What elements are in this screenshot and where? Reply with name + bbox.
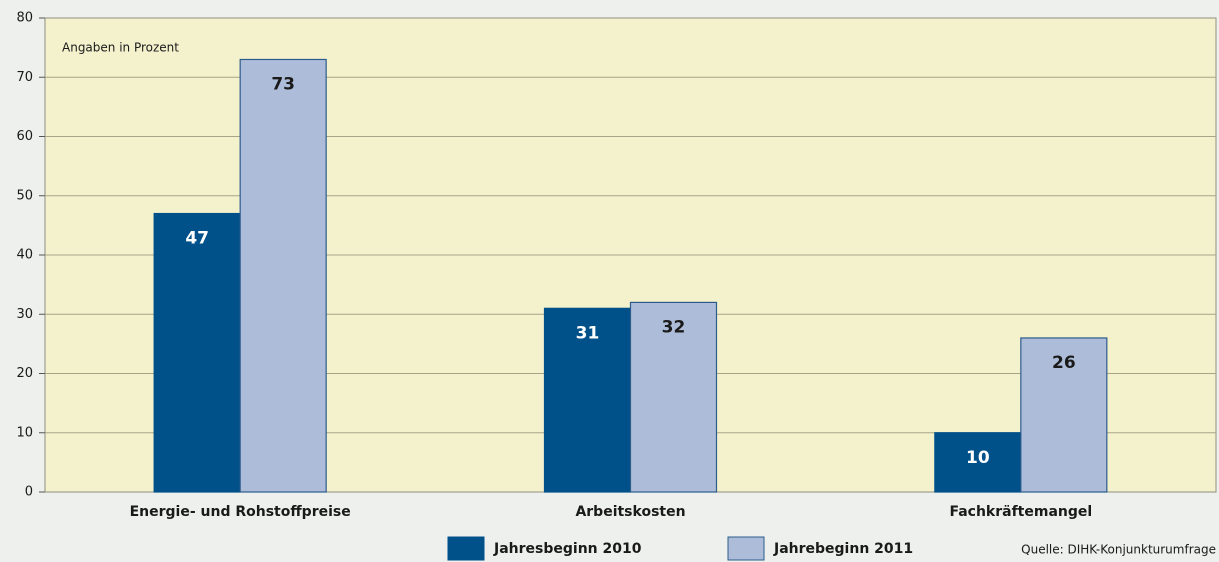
- bar: [1020, 337, 1108, 493]
- legend-swatch: [727, 536, 765, 561]
- bar: [153, 212, 241, 493]
- x-tick-label: Fachkräftemangel: [949, 504, 1092, 520]
- bar: [543, 307, 632, 493]
- y-tick-label: 20: [16, 366, 33, 381]
- y-tick-label: 50: [16, 188, 33, 203]
- value-label: 31: [576, 323, 600, 343]
- value-label: 47: [185, 229, 209, 249]
- y-tick-label: 10: [16, 425, 33, 440]
- source: Quelle: DIHK-Konjunkturumfrage: [1021, 543, 1216, 557]
- legend-swatch: [447, 536, 485, 561]
- x-tick-label: Arbeitskosten: [575, 504, 685, 520]
- legend-label: Jahresbeginn 2010: [493, 541, 642, 557]
- y-tick-label: 60: [16, 129, 33, 144]
- bar: [629, 301, 718, 493]
- value-label: 10: [966, 448, 990, 468]
- y-tick-label: 80: [16, 11, 33, 26]
- value-label: 26: [1052, 353, 1076, 373]
- legend-label: Jahrebeginn 2011: [773, 541, 913, 557]
- y-tick-label: 30: [16, 307, 33, 322]
- bar: [239, 58, 327, 493]
- value-label: 32: [662, 317, 686, 337]
- y-tick-label: 40: [16, 248, 33, 263]
- y-tick-label: 70: [16, 70, 33, 85]
- x-tick-label: Energie- und Rohstoffpreise: [130, 504, 351, 520]
- annotation: Angaben in Prozent: [62, 41, 179, 55]
- y-tick-label: 0: [25, 485, 33, 500]
- value-label: 73: [271, 74, 295, 94]
